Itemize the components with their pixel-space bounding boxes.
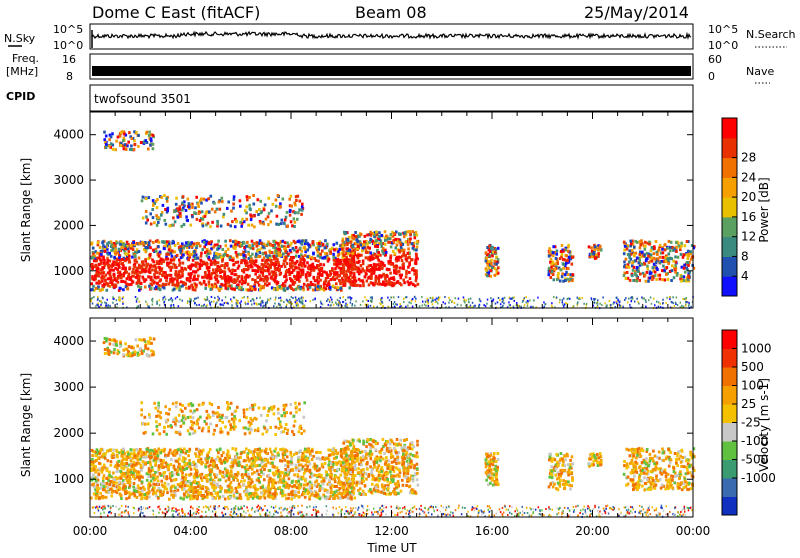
cbar1-segment-0	[722, 276, 737, 296]
power-colorbar-label: Power [dB]	[757, 177, 771, 242]
velocity-ylabel: Slant Range [km]	[19, 373, 33, 477]
cbar2-tick-label-1: 500	[741, 360, 764, 374]
panel2-scatter	[90, 337, 696, 518]
x-axis-label: Time UT	[366, 541, 417, 554]
panel2-ytick-label-0: 1000	[53, 472, 84, 486]
date-label: 25/May/2014	[584, 3, 689, 22]
cpid-label: CPID	[6, 90, 35, 103]
cbar1-segment-1	[722, 256, 737, 276]
panel2-ytick-label-1: 2000	[53, 426, 84, 440]
cbar2-tick-label-0: 1000	[741, 342, 772, 356]
cbar1-tick-label-5: 24	[741, 170, 756, 184]
cbar1-segment-5	[722, 177, 737, 197]
cbar2-segment-8	[722, 349, 737, 368]
freq-tick-bottom: 8	[66, 70, 73, 83]
cbar2-segment-9	[722, 330, 737, 349]
cpid-value: twofsound 3501	[94, 92, 191, 106]
cbar1-tick-label-3: 16	[741, 210, 756, 224]
cbar2-segment-1	[722, 478, 737, 497]
panel2-xtick-label-3: 12:00	[374, 524, 409, 538]
power-panel: 1000 2000 3000 4000	[53, 112, 695, 309]
cbar1-tick-label-0: 4	[741, 269, 749, 283]
cbar2-tick-label-3: 25	[741, 397, 756, 411]
nsky-tick-top: 10^5	[53, 23, 83, 36]
beam-label: Beam 08	[355, 3, 427, 22]
nsearch-label: N.Search	[746, 28, 796, 41]
panel1-ytick-label-1: 2000	[53, 218, 84, 232]
panel2-xtick-label-6: 00:00	[676, 524, 711, 538]
power-ylabel: Slant Range [km]	[19, 158, 33, 262]
nsky-label: N.Sky	[4, 32, 36, 45]
cbar1-tick-label-6: 28	[741, 151, 756, 165]
panel2-xtick-label-4: 16:00	[475, 524, 510, 538]
cbar2-segment-3	[722, 441, 737, 460]
nsearch-tick-bottom: 10^0	[708, 39, 738, 52]
panel1-ytick-label-0: 1000	[53, 264, 84, 278]
cbar2-segment-5	[722, 404, 737, 423]
panel2-ytick-label-3: 4000	[53, 334, 84, 348]
cbar1-segment-4	[722, 197, 737, 217]
cbar2-segment-7	[722, 367, 737, 386]
panel1-scatter	[90, 130, 696, 309]
panel2-xtick-label-2: 08:00	[274, 524, 309, 538]
cbar2-segment-2	[722, 460, 737, 479]
cbar1-tick-label-2: 12	[741, 230, 756, 244]
panel1-ytick-label-3: 4000	[53, 128, 84, 142]
freq-label-2: [MHz]	[6, 65, 38, 78]
panel2-xtick-label-1: 04:00	[173, 524, 208, 538]
panel2-xtick-label-0: 00:00	[73, 524, 108, 538]
velocity-colorbar-label: Velocity [m s-1]	[757, 378, 771, 472]
cbar1-tick-label-1: 8	[741, 249, 749, 263]
freq-nave-trace	[92, 66, 691, 76]
power-colorbar: 4 8 12 16 20 24 28	[722, 118, 756, 297]
plot-title: Dome C East (fitACF)	[92, 3, 260, 22]
nave-label: Nave	[746, 65, 774, 78]
cbar1-segment-6	[722, 158, 737, 178]
panel2-ytick-label-2: 3000	[53, 380, 84, 394]
cbar2-segment-6	[722, 386, 737, 405]
nsky-trace	[92, 30, 691, 48]
velocity-panel: 1000 2000 3000 4000 00:00 04:00 08:00 12:00 16:0…	[53, 318, 710, 538]
cbar1-segment-3	[722, 217, 737, 237]
cbar2-segment-0	[722, 497, 737, 516]
freq-tick-top: 16	[62, 53, 76, 66]
cbar1-segment-2	[722, 237, 737, 257]
nave-tick-top: 60	[708, 53, 722, 66]
nsearch-tick-top: 10^5	[708, 23, 738, 36]
freq-label-1: Freq.	[12, 52, 39, 65]
nsky-tick-bottom: 10^0	[53, 39, 83, 52]
cbar1-tick-label-4: 20	[741, 190, 756, 204]
cbar1-segment-8	[722, 118, 737, 138]
cbar2-tick-label-7: -1000	[741, 471, 776, 485]
panel2-xtick-label-5: 20:00	[575, 524, 610, 538]
nave-tick-bottom: 0	[708, 70, 715, 83]
panel1-ytick-label-2: 3000	[53, 173, 84, 187]
cbar2-segment-4	[722, 423, 737, 442]
cbar1-segment-7	[722, 138, 737, 158]
